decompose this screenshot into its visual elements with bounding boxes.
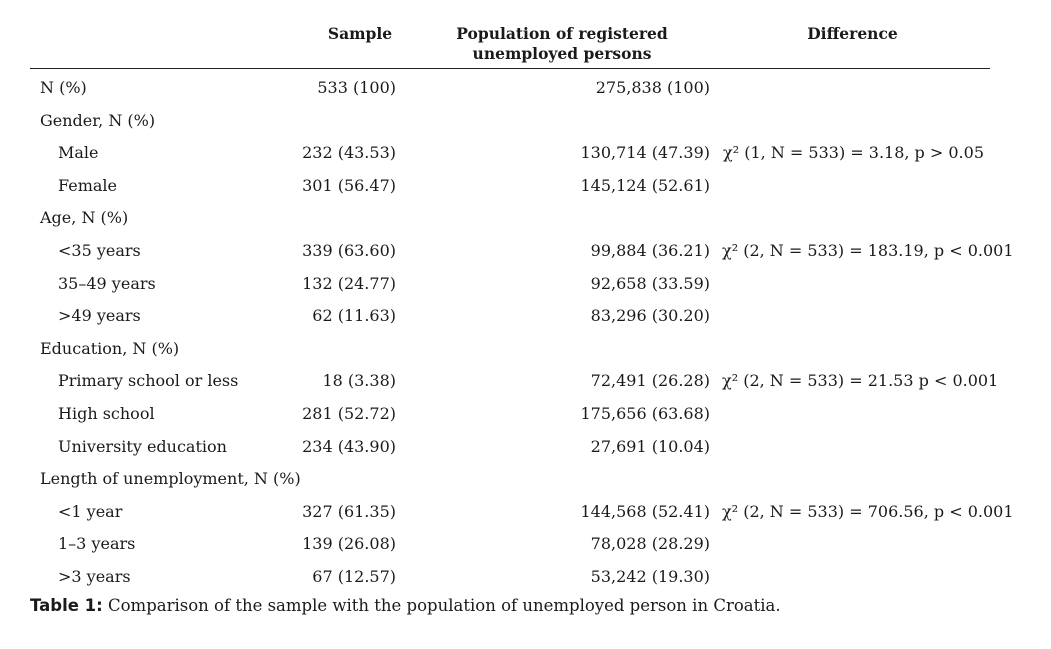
row-population-value: 83,296 (30.20) [590, 306, 710, 326]
row-sample-value: 132 (24.77) [302, 273, 396, 293]
table-row: Education, N (%) [30, 333, 990, 366]
row-label: Age, N (%) [40, 208, 129, 228]
table-caption: Table 1: Comparison of the sample with t… [30, 596, 781, 615]
row-sample-value: 18 (3.38) [322, 371, 396, 391]
table-header: Sample Population of registered unemploy… [30, 18, 990, 69]
row-population-value: 92,658 (33.59) [590, 273, 710, 293]
row-label: Male [58, 143, 99, 163]
header-difference: Difference [807, 24, 898, 43]
row-sample-value: 234 (43.90) [302, 436, 396, 456]
row-population-value: 78,028 (28.29) [590, 534, 710, 554]
table-body: N (%) 533 (100) 275,838 (100) Gender, N (%)… [30, 72, 1014, 594]
header-sample: Sample [327, 24, 393, 43]
row-population-value: 275,838 (100) [595, 78, 710, 97]
row-label: University education [58, 436, 227, 456]
table-row: Male 232 (43.53) 130,714 (47.39) χ² (1, N =… [30, 137, 990, 170]
row-label: Gender, N (%) [40, 110, 156, 130]
row-sample-value: 67 (12.57) [312, 566, 396, 586]
table-row: >3 years 67 (12.57) 53,242 (19.30) [30, 561, 990, 594]
table-row: 35–49 years 132 (24.77) 92,658 (33.59) [30, 268, 990, 301]
row-population-value: 130,714 (47.39) [580, 143, 710, 163]
row-population-value: 144,568 (52.41) [580, 501, 710, 521]
table-row: Primary school or less 18 (3.38) 72,491 (2… [30, 365, 999, 398]
caption-label: Table 1: [30, 596, 103, 615]
row-sample-value: 339 (63.60) [302, 240, 396, 260]
row-population-value: 145,124 (52.61) [580, 175, 710, 195]
row-difference-value: χ² (2, N = 533) = 21.53 p < 0.001 [722, 371, 999, 391]
row-population-value: 53,242 (19.30) [590, 566, 710, 586]
row-label: 35–49 years [58, 273, 156, 293]
row-sample-value: 533 (100) [317, 78, 396, 97]
table-row: <1 year 327 (61.35) 144,568 (52.41) χ² (2, … [30, 496, 1014, 529]
table-row: University education 234 (43.90) 27,691 (1… [30, 431, 990, 464]
row-sample-value: 301 (56.47) [302, 175, 396, 195]
row-label: High school [58, 403, 155, 423]
row-label: Female [58, 175, 117, 195]
row-sample-value: 281 (52.72) [302, 403, 396, 423]
row-sample-value: 62 (11.63) [312, 306, 396, 326]
row-population-value: 27,691 (10.04) [590, 436, 710, 456]
row-difference-value: χ² (2, N = 533) = 183.19, p < 0.001 [722, 240, 1014, 260]
row-population-value: 72,491 (26.28) [590, 371, 710, 391]
table-row: 1–3 years 139 (26.08) 78,028 (28.29) [30, 528, 990, 561]
row-population-value: 99,884 (36.21) [590, 240, 710, 260]
row-label: Length of unemployment, N (%) [40, 469, 301, 489]
row-sample-value: 327 (61.35) [302, 501, 396, 521]
row-label: <35 years [58, 240, 141, 260]
table-row: Length of unemployment, N (%) [30, 463, 990, 496]
table-row: Gender, N (%) [30, 105, 990, 138]
row-sample-value: 232 (43.53) [302, 143, 396, 163]
row-sample-value: 139 (26.08) [302, 534, 396, 554]
table-row: <35 years 339 (63.60) 99,884 (36.21) χ² (2,… [30, 235, 1014, 268]
row-label: Primary school or less [58, 371, 239, 391]
row-label: <1 year [58, 501, 123, 521]
table-row: N (%) 533 (100) 275,838 (100) [30, 72, 990, 105]
row-label: Education, N (%) [40, 338, 180, 358]
caption-text: Comparison of the sample with the popula… [102, 596, 781, 615]
table-row: Female 301 (56.47) 145,124 (52.61) [30, 170, 990, 203]
table-row: >49 years 62 (11.63) 83,296 (30.20) [30, 300, 990, 333]
row-label: >3 years [58, 566, 131, 586]
comparison-table: Sample Population of registered unemploy… [30, 18, 1014, 594]
row-label: N (%) [40, 78, 87, 97]
row-label: 1–3 years [58, 534, 136, 554]
table-row: High school 281 (52.72) 175,656 (63.68) [30, 398, 990, 431]
row-difference-value: χ² (2, N = 533) = 706.56, p < 0.001 [722, 501, 1014, 521]
row-label: >49 years [58, 306, 141, 326]
row-difference-value: χ² (1, N = 533) = 3.18, p > 0.05 [723, 143, 984, 163]
table-row: Age, N (%) [30, 202, 990, 235]
header-population: Population of registered unemployed pers… [456, 24, 668, 63]
row-population-value: 175,656 (63.68) [580, 403, 710, 423]
